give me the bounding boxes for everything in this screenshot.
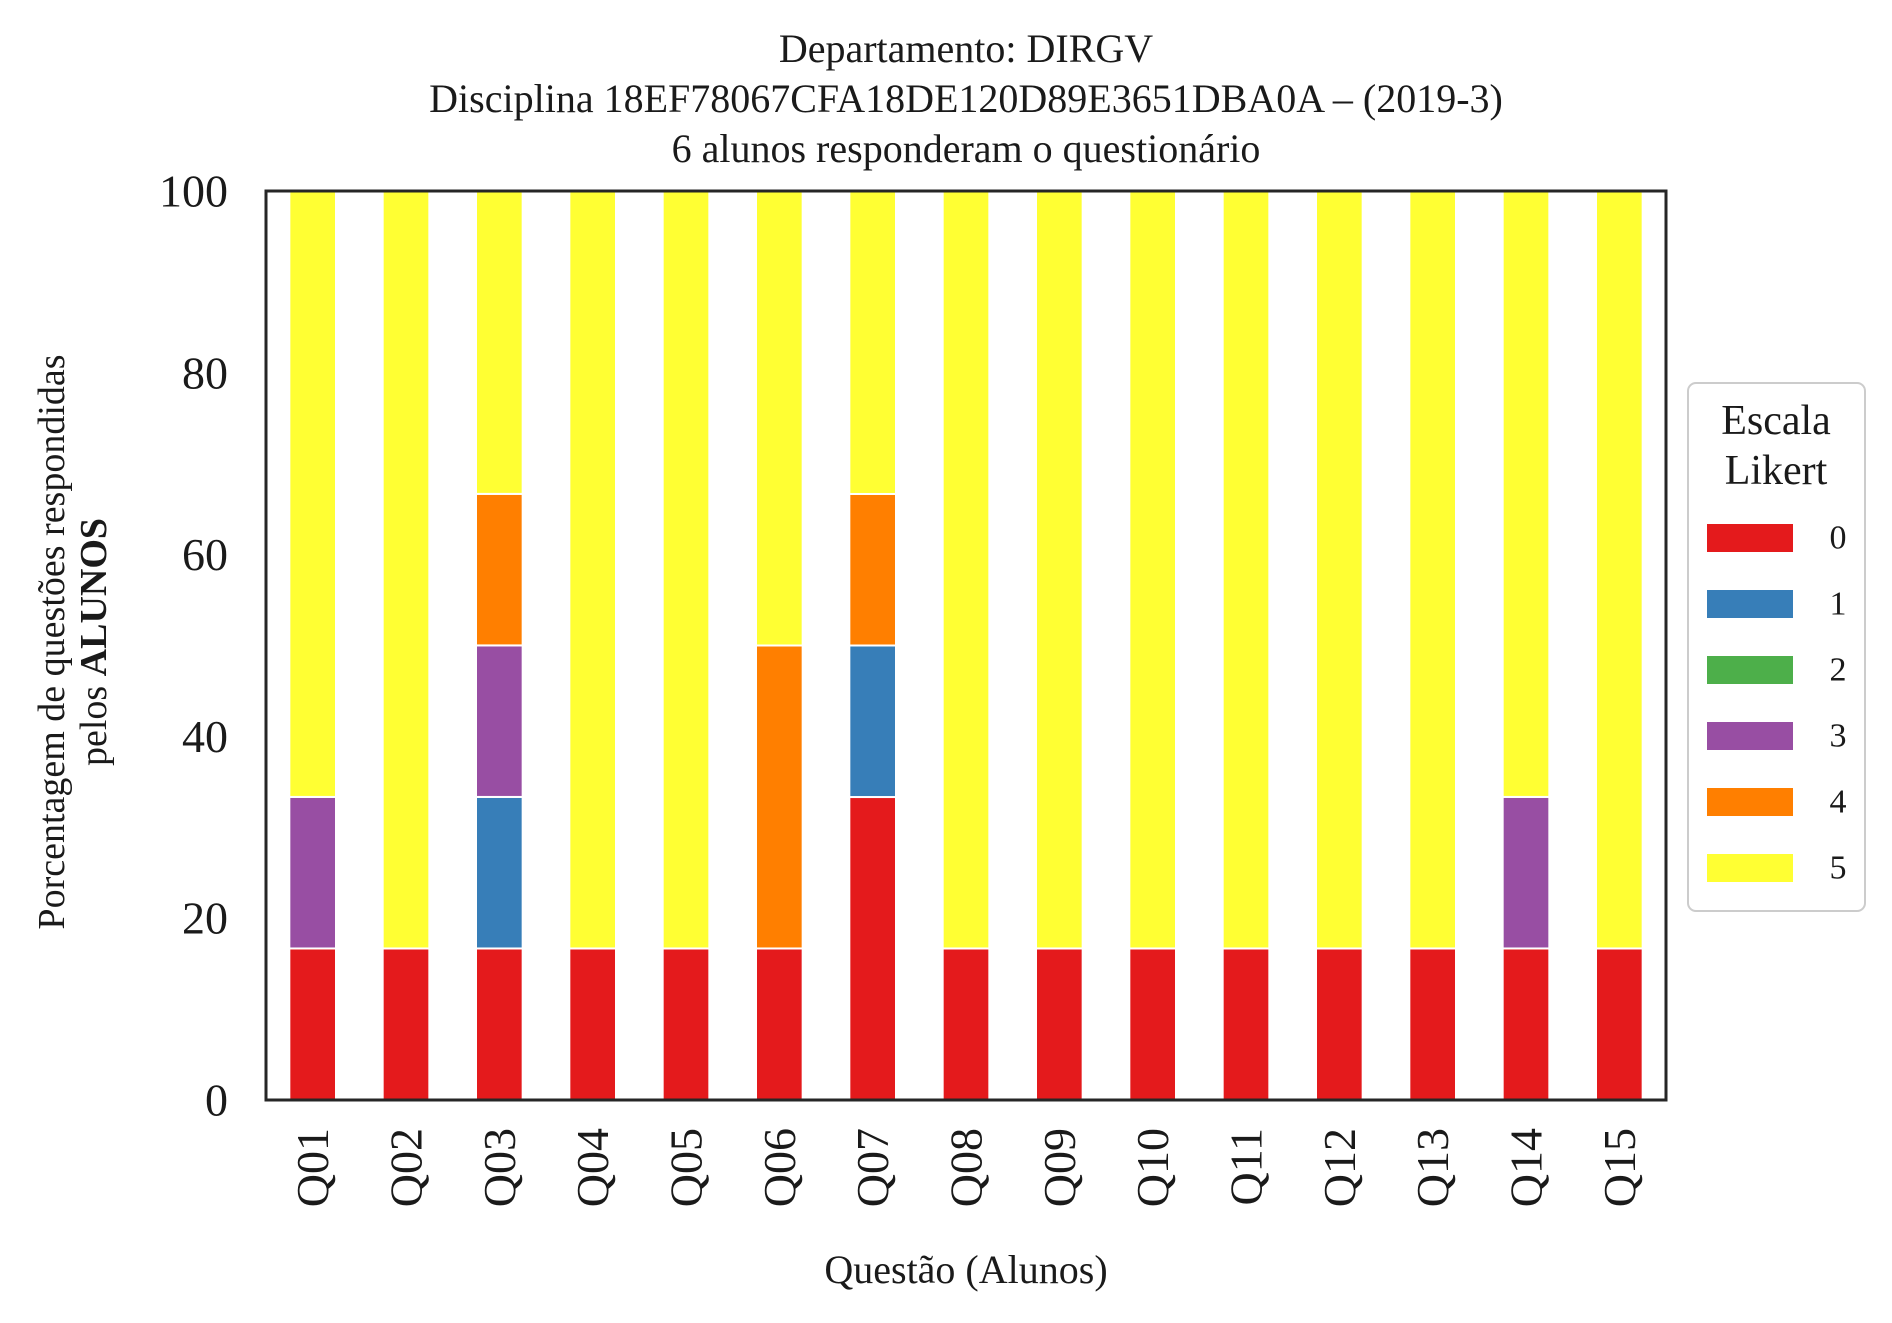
bar-segment-q11-likert-5	[1221, 190, 1271, 950]
legend-label-2: 2	[1830, 652, 1847, 689]
x-tick-label-q11: Q11	[1221, 1128, 1272, 1206]
bar-segment-q06-likert-4	[755, 644, 804, 950]
legend-label-0: 0	[1830, 520, 1847, 557]
bar-segment-q14-likert-5	[1501, 189, 1551, 798]
bar-segment-q03-likert-4	[475, 492, 524, 647]
x-tick-label-q09: Q09	[1034, 1128, 1085, 1207]
chart-title-line-3: 6 alunos responderam o questionário	[672, 126, 1261, 171]
bar-segment-q01-likert-0	[288, 947, 338, 1102]
plot-frame	[264, 189, 1668, 1102]
legend-label-4: 4	[1830, 784, 1847, 821]
x-tick-label-q05: Q05	[661, 1128, 712, 1207]
y-tick-label-20: 20	[182, 893, 228, 944]
y-axis-ticks: 0 20 40 60 80 100	[159, 166, 228, 1126]
bar-segment-q12-likert-0	[1315, 947, 1364, 1102]
bar-segment-q04-likert-0	[568, 947, 617, 1102]
y-tick-label-40: 40	[182, 711, 228, 762]
plot-area: 0 20 40 60 80 100 Q01 Q02 Q03 Q04 Q05 Q06 Q07 Q08 Q09…	[159, 166, 1668, 1207]
legend-swatch-4	[1707, 788, 1793, 816]
bar-segment-q14-likert-0	[1501, 947, 1551, 1102]
bar-segment-q01-likert-5	[288, 189, 338, 798]
y-axis-label: Porcentagem de questões respondidas pelo…	[31, 354, 115, 929]
y-axis-label-line-2: pelos ALUNOS	[73, 518, 115, 766]
chart-title-line-2: Disciplina 18EF78067CFA18DE120D89E3651DB…	[429, 76, 1503, 121]
legend-title-line-1: Escala	[1721, 398, 1831, 444]
x-tick-label-q15: Q15	[1594, 1128, 1645, 1207]
legend-items: 0 1 2 3 4 5	[1707, 520, 1847, 887]
x-tick-label-q07: Q07	[847, 1128, 898, 1207]
legend-label-1: 1	[1830, 586, 1847, 623]
x-tick-label-q06: Q06	[754, 1128, 805, 1207]
bars-layer	[288, 189, 1644, 1102]
bar-segment-q11-likert-0	[1221, 947, 1271, 1102]
y-axis-label-line-1: Porcentagem de questões respondidas	[31, 354, 73, 929]
bar-segment-q02-likert-5	[381, 190, 431, 950]
x-tick-label-q01: Q01	[287, 1128, 338, 1207]
bar-segment-q15-likert-0	[1595, 947, 1644, 1102]
bar-segment-q07-likert-4	[848, 492, 897, 647]
x-tick-label-q14: Q14	[1501, 1128, 1552, 1207]
bar-segment-q14-likert-3	[1501, 795, 1551, 950]
legend-swatch-5	[1707, 854, 1793, 882]
legend-swatch-0	[1707, 524, 1793, 552]
y-tick-label-100: 100	[159, 166, 228, 217]
bar-segment-q09-likert-0	[1035, 947, 1084, 1102]
bar-segment-q10-likert-5	[1128, 190, 1178, 950]
legend-label-3: 3	[1830, 718, 1847, 755]
bar-segment-q07-likert-1	[848, 644, 897, 799]
bar-segment-q10-likert-0	[1128, 947, 1178, 1102]
y-tick-label-60: 60	[182, 529, 228, 580]
bar-segment-q03-likert-3	[475, 644, 524, 798]
x-axis-label: Questão (Alunos)	[824, 1247, 1107, 1292]
chart-title-line-1: Departamento: DIRGV	[779, 26, 1153, 71]
legend-swatch-1	[1707, 590, 1793, 618]
x-tick-label-q03: Q03	[474, 1128, 525, 1207]
bar-segment-q04-likert-5	[568, 190, 617, 950]
bar-segment-q06-likert-5	[755, 190, 804, 647]
legend-box	[1687, 382, 1866, 912]
bar-segment-q01-likert-3	[288, 795, 338, 950]
y-axis-label-line-2-prefix: pelos	[73, 676, 115, 766]
bar-segment-q12-likert-5	[1315, 190, 1364, 950]
bar-segment-q08-likert-0	[941, 947, 991, 1102]
bar-segment-q05-likert-5	[661, 190, 711, 950]
bar-segment-q03-likert-0	[475, 947, 524, 1102]
bar-segment-q15-likert-5	[1595, 190, 1644, 950]
bar-segment-q13-likert-5	[1408, 190, 1458, 950]
legend-swatch-2	[1707, 656, 1793, 684]
bar-segment-q07-likert-5	[848, 190, 897, 495]
bar-segment-q09-likert-5	[1035, 190, 1084, 950]
legend-swatch-3	[1707, 722, 1793, 750]
x-tick-label-q13: Q13	[1407, 1128, 1458, 1207]
bar-segment-q06-likert-0	[755, 947, 804, 1102]
x-tick-label-q02: Q02	[381, 1128, 432, 1207]
y-tick-label-80: 80	[182, 347, 228, 398]
y-axis-label-line-2-bold: ALUNOS	[73, 518, 115, 676]
x-axis-ticks: Q01 Q02 Q03 Q04 Q05 Q06 Q07 Q08 Q09 Q10 Q11 Q12 Q13 Q…	[287, 1128, 1645, 1207]
bar-segment-q03-likert-5	[475, 189, 524, 495]
bar-segment-q08-likert-5	[941, 190, 991, 950]
bar-segment-q02-likert-0	[381, 947, 431, 1102]
legend-label-5: 5	[1830, 850, 1847, 887]
x-tick-label-q12: Q12	[1314, 1128, 1365, 1207]
bar-segment-q03-likert-1	[475, 795, 524, 950]
x-tick-label-q08: Q08	[941, 1128, 992, 1207]
bar-segment-q13-likert-0	[1408, 947, 1458, 1102]
chart-title: Departamento: DIRGV Disciplina 18EF78067…	[429, 26, 1503, 171]
x-tick-label-q04: Q04	[567, 1128, 618, 1207]
legend-title-line-2: Likert	[1725, 448, 1828, 494]
bar-segment-q05-likert-0	[661, 947, 711, 1102]
bar-segment-q07-likert-0	[848, 796, 897, 1101]
x-tick-label-q10: Q10	[1127, 1128, 1178, 1207]
y-tick-label-0: 0	[205, 1075, 228, 1126]
legend: Escala Likert 0 1 2 3 4 5	[1687, 382, 1866, 912]
